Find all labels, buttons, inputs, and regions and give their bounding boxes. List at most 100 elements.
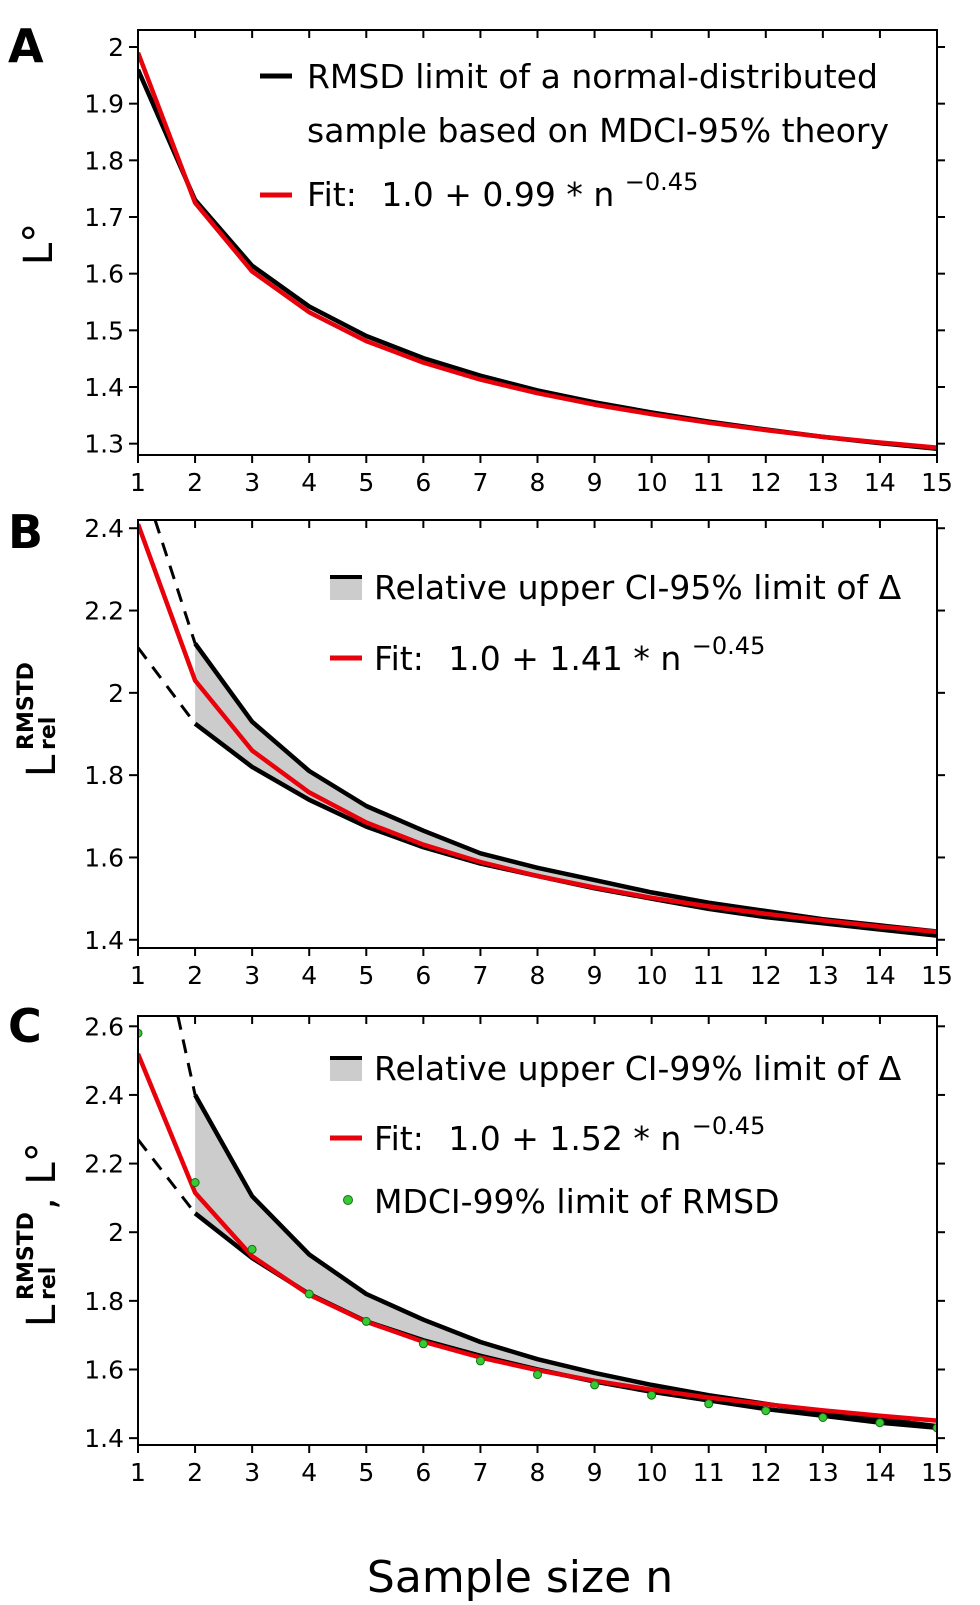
x-tick-label: 9 — [587, 468, 603, 497]
x-tick-label: 12 — [750, 961, 782, 990]
y-tick-label: 2.2 — [84, 1150, 124, 1179]
panel-b-ylabel-sup: RMSTD — [14, 662, 39, 750]
mdci-point — [647, 1390, 657, 1400]
ci-upper-dashed — [176, 1016, 197, 1096]
mdci-point — [190, 1178, 200, 1187]
x-tick-label: 13 — [807, 468, 839, 497]
panel-letter-b: B — [8, 505, 43, 559]
x-tick-label: 3 — [244, 961, 260, 990]
legend-c-fit-label: Fit: — [374, 1119, 424, 1158]
x-tick-label: 10 — [636, 961, 668, 990]
panel-c-legend: Relative upper CI-99% limit of Δ Fit: 1.… — [330, 1049, 902, 1221]
y-tick-label: 1.7 — [84, 203, 124, 232]
x-tick-label: 6 — [415, 1458, 431, 1487]
y-tick-label: 1.8 — [84, 1287, 124, 1316]
x-axis-label: Sample size n — [367, 1552, 673, 1603]
mdci-point — [247, 1244, 257, 1254]
ci-lower-line — [193, 721, 937, 938]
panel-letter-a: A — [8, 19, 44, 73]
fit-line — [138, 51, 937, 450]
legend-b-fit: Fit: 1.0 + 1.41 * n −0.45 — [374, 632, 765, 678]
panel-b-ylabel-sub: rel — [36, 717, 61, 750]
panel-b: B L RMSTD rel 1 2 3 4 5 6 7 8 9 10 11 12 13 14 151.41.… — [8, 505, 953, 990]
panel-c-ylabel-sup: RMSTD — [14, 1212, 39, 1300]
panel-c-ylabel-main: L — [19, 1304, 65, 1327]
legend-c-fit-formula: 1.0 + 1.52 * n — [448, 1119, 681, 1158]
y-tick-label: 1.9 — [84, 90, 124, 119]
y-tick-label: 1.8 — [84, 761, 124, 790]
mdci-point — [418, 1339, 428, 1349]
legend-b-fit-formula: 1.0 + 1.41 * n — [448, 639, 681, 678]
x-tick-label: 14 — [864, 1458, 896, 1487]
mdci-point — [761, 1406, 771, 1416]
legend-swatch-band — [330, 577, 362, 600]
x-tick-label: 5 — [358, 468, 374, 497]
legend-c-fit-exponent: −0.45 — [692, 1112, 766, 1140]
mdci-point — [875, 1418, 885, 1428]
y-tick-label: 1.4 — [84, 373, 124, 402]
x-tick-label: 13 — [807, 1458, 839, 1487]
x-tick-label: 7 — [472, 961, 488, 990]
y-tick-label: 1.5 — [84, 316, 124, 345]
x-tick-label: 4 — [301, 1458, 317, 1487]
y-tick-label: 2 — [108, 1218, 124, 1247]
x-tick-label: 8 — [530, 961, 546, 990]
x-tick-label: 2 — [187, 468, 203, 497]
panel-a-plot: 1 2 3 4 5 6 7 8 9 10 11 12 13 14 151.31.41.51.61.71.81… — [84, 29, 953, 497]
legend-c-points: MDCI-99% limit of RMSD — [374, 1182, 780, 1221]
y-tick-label: 1.6 — [84, 843, 124, 872]
x-tick-label: 4 — [301, 468, 317, 497]
x-tick-label: 3 — [244, 1458, 260, 1487]
y-tick-label: 2 — [108, 679, 124, 708]
y-tick-label: 2.4 — [84, 1081, 124, 1110]
x-tick-label: 8 — [530, 468, 546, 497]
x-tick-label: 4 — [301, 961, 317, 990]
x-tick-label: 14 — [864, 961, 896, 990]
x-tick-label: 2 — [187, 961, 203, 990]
x-tick-label: 14 — [864, 468, 896, 497]
panel-b-ylabel-main: L — [19, 754, 65, 777]
legend-swatch-green-dot — [343, 1195, 353, 1205]
x-tick-label: 15 — [921, 961, 953, 990]
x-tick-label: 8 — [530, 1458, 546, 1487]
panel-a: A L° 1 2 3 4 5 6 7 8 9 10 11 12 13 14 151.31.41.51.61.… — [8, 19, 953, 497]
panel-c-plot: 1 2 3 4 5 6 7 8 9 10 11 12 13 14 151.41.61.822.22.42.6 — [84, 1012, 953, 1487]
plot-marks — [138, 520, 937, 938]
mdci-point — [590, 1380, 600, 1390]
y-tick-label: 2.2 — [84, 597, 124, 626]
x-tick-label: 1 — [130, 468, 146, 497]
panel-c-ylabel: L RMSTD rel , L° — [14, 1142, 65, 1327]
y-tick-label: 1.3 — [84, 430, 124, 459]
legend-a-fit-exponent: −0.45 — [625, 168, 699, 196]
mdci-point — [475, 1356, 485, 1366]
panel-b-legend: Relative upper CI-95% limit of Δ Fit: 1.… — [330, 568, 902, 678]
legend-a-line-1: RMSD limit of a normal-distributed — [307, 57, 878, 96]
x-tick-label: 10 — [636, 468, 668, 497]
legend-a-fit-formula: 1.0 + 0.99 * n — [381, 175, 614, 214]
ci-lower-dashed — [138, 646, 197, 725]
legend-b-fit-label: Fit: — [374, 639, 424, 678]
x-tick-label: 6 — [415, 961, 431, 990]
mdci-point — [304, 1289, 314, 1299]
y-tick-label: 1.6 — [84, 260, 124, 289]
panel-b-ylabel: L RMSTD rel — [14, 662, 65, 777]
panel-a-legend: RMSD limit of a normal-distributed sampl… — [260, 57, 889, 214]
x-tick-label: 6 — [415, 468, 431, 497]
panel-c-ylabel-suffix: , L° — [19, 1142, 65, 1210]
y-tick-label: 2 — [108, 33, 124, 62]
x-tick-label: 13 — [807, 961, 839, 990]
legend-b-fit-exponent: −0.45 — [692, 632, 766, 660]
panel-letter-c: C — [8, 999, 42, 1053]
panel-a-ylabel: L° — [16, 223, 62, 265]
x-tick-label: 5 — [358, 1458, 374, 1487]
legend-c-fit: Fit: 1.0 + 1.52 * n −0.45 — [374, 1112, 765, 1158]
legend-swatch-band — [330, 1058, 362, 1081]
y-tick-label: 1.8 — [84, 146, 124, 175]
plot-marks — [138, 1016, 937, 1433]
x-tick-label: 15 — [921, 468, 953, 497]
x-tick-label: 2 — [187, 1458, 203, 1487]
y-tick-label: 2.4 — [84, 514, 124, 543]
legend-a-line-2: sample based on MDCI-95% theory — [307, 111, 889, 150]
x-tick-label: 7 — [472, 1458, 488, 1487]
